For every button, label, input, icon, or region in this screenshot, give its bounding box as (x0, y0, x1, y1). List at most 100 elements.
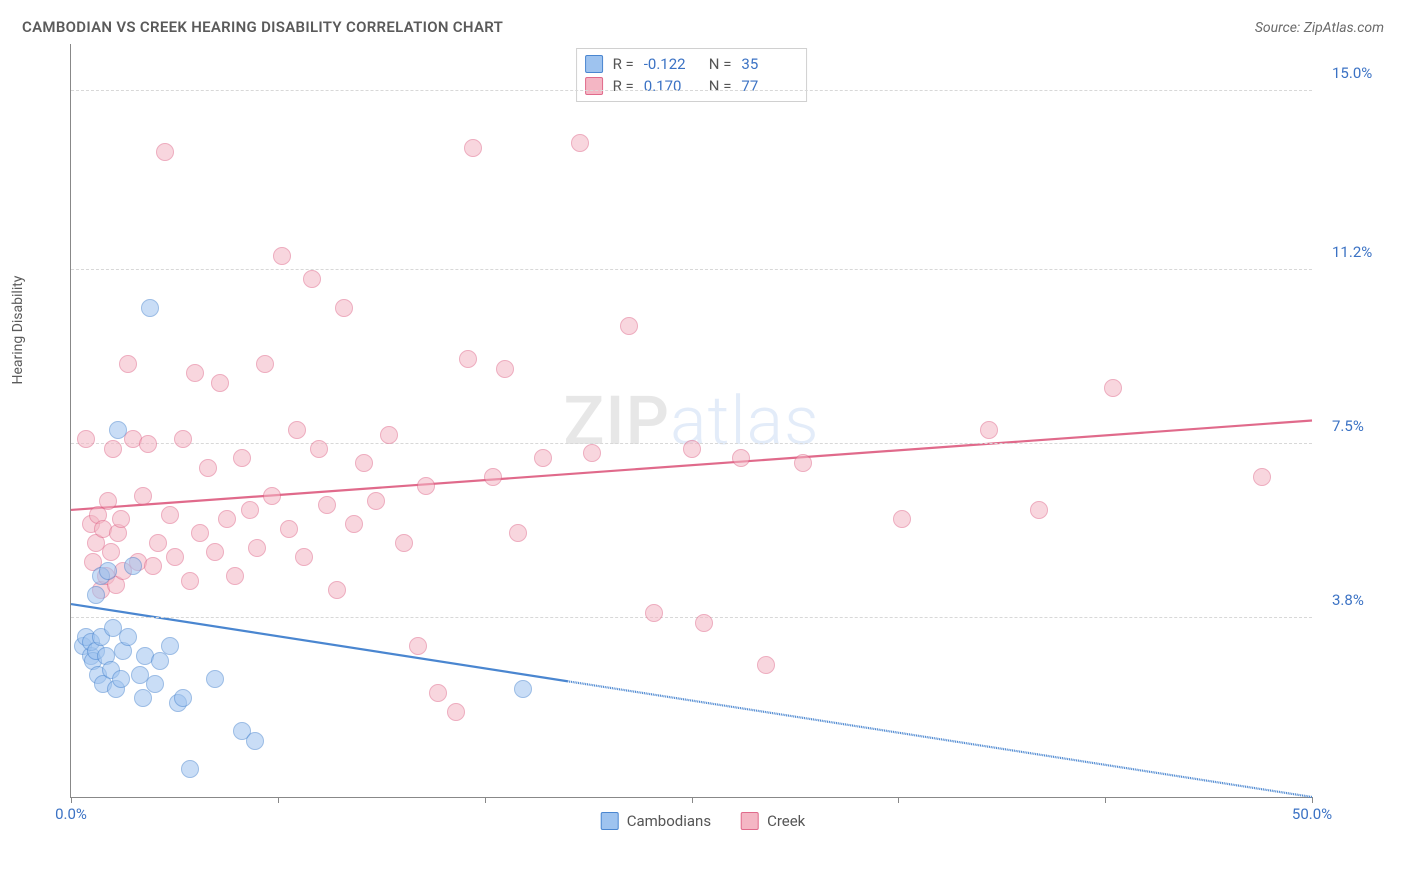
creek-marker (199, 459, 217, 477)
cambodians-marker (109, 421, 127, 439)
legend-swatch (741, 812, 759, 830)
creek-marker (355, 454, 373, 472)
creek-marker (295, 548, 313, 566)
chart-container: CAMBODIAN VS CREEK HEARING DISABILITY CO… (0, 0, 1406, 892)
creek-marker (1030, 501, 1048, 519)
legend-n-label: N = (709, 53, 732, 75)
creek-marker (102, 543, 120, 561)
correlation-legend-row: R = 0.170N = 77 (585, 75, 797, 97)
cambodians-marker (181, 760, 199, 778)
creek-marker (166, 548, 184, 566)
cambodians-marker (246, 732, 264, 750)
creek-marker (191, 524, 209, 542)
creek-marker (509, 524, 527, 542)
creek-marker (496, 360, 514, 378)
y-tick-label: 3.8% (1332, 591, 1364, 609)
series-legend-item: Creek (741, 812, 805, 830)
creek-marker (335, 299, 353, 317)
creek-marker (893, 510, 911, 528)
cambodians-marker (87, 586, 105, 604)
trend-lines-layer (71, 44, 1312, 797)
legend-swatch (585, 55, 603, 73)
trend-line (71, 421, 1312, 510)
chart-title: CAMBODIAN VS CREEK HEARING DISABILITY CO… (22, 18, 503, 36)
creek-marker (156, 143, 174, 161)
creek-marker (620, 317, 638, 335)
creek-marker (980, 421, 998, 439)
x-tick-mark (1105, 797, 1106, 803)
cambodians-marker (134, 689, 152, 707)
cambodians-marker (146, 675, 164, 693)
cambodians-marker (99, 562, 117, 580)
creek-marker (367, 492, 385, 510)
creek-marker (273, 247, 291, 265)
creek-marker (233, 449, 251, 467)
creek-marker (280, 520, 298, 538)
y-tick-label: 15.0% (1332, 64, 1372, 82)
creek-marker (757, 656, 775, 674)
legend-r-value: 0.170 (644, 75, 699, 97)
chart-header: CAMBODIAN VS CREEK HEARING DISABILITY CO… (22, 18, 1384, 44)
x-tick-mark (692, 797, 693, 803)
creek-marker (288, 421, 306, 439)
creek-marker (345, 515, 363, 533)
scatter-plot: ZIPatlas R = -0.122N = 35R = 0.170N = 77… (70, 44, 1312, 798)
creek-marker (99, 492, 117, 510)
creek-marker (206, 543, 224, 561)
x-tick-mark (71, 797, 72, 803)
gridline (71, 617, 1312, 618)
creek-marker (144, 557, 162, 575)
x-tick-mark (898, 797, 899, 803)
legend-n-value: 77 (741, 75, 796, 97)
legend-swatch (585, 77, 603, 95)
creek-marker (186, 364, 204, 382)
cambodians-marker (514, 680, 532, 698)
creek-marker (303, 270, 321, 288)
creek-marker (174, 430, 192, 448)
cambodians-marker (124, 557, 142, 575)
creek-marker (1253, 468, 1271, 486)
creek-marker (226, 567, 244, 585)
creek-marker (534, 449, 552, 467)
creek-marker (211, 374, 229, 392)
creek-marker (794, 454, 812, 472)
cambodians-marker (119, 628, 137, 646)
series-legend-item: Cambodians (601, 812, 711, 830)
creek-marker (484, 468, 502, 486)
cambodians-marker (141, 299, 159, 317)
creek-marker (248, 539, 266, 557)
creek-marker (695, 614, 713, 632)
creek-marker (134, 487, 152, 505)
creek-marker (263, 487, 281, 505)
y-axis-label: Hearing Disability (10, 276, 26, 385)
creek-marker (417, 477, 435, 495)
x-tick-label: 50.0% (1292, 805, 1332, 823)
legend-swatch (601, 812, 619, 830)
creek-marker (318, 496, 336, 514)
creek-marker (429, 684, 447, 702)
source-attribution: Source: ZipAtlas.com (1255, 20, 1384, 36)
creek-marker (161, 506, 179, 524)
creek-marker (447, 703, 465, 721)
creek-marker (328, 581, 346, 599)
creek-marker (732, 449, 750, 467)
cambodians-marker (112, 670, 130, 688)
creek-marker (464, 139, 482, 157)
series-legend: Cambodians Creek (601, 812, 806, 830)
gridline (71, 90, 1312, 91)
plot-wrapper: Hearing Disability ZIPatlas R = -0.122N … (22, 44, 1384, 834)
legend-n-label: N = (709, 75, 732, 97)
legend-r-label: R = (613, 53, 634, 75)
cambodians-marker (174, 689, 192, 707)
correlation-legend-row: R = -0.122N = 35 (585, 53, 797, 75)
creek-marker (119, 355, 137, 373)
x-tick-label: 0.0% (55, 805, 87, 823)
creek-marker (256, 355, 274, 373)
creek-marker (645, 604, 663, 622)
x-tick-mark (485, 797, 486, 803)
creek-marker (112, 510, 130, 528)
creek-marker (409, 637, 427, 655)
creek-marker (104, 440, 122, 458)
correlation-legend: R = -0.122N = 35R = 0.170 N = 77 (576, 48, 808, 102)
creek-marker (218, 510, 236, 528)
